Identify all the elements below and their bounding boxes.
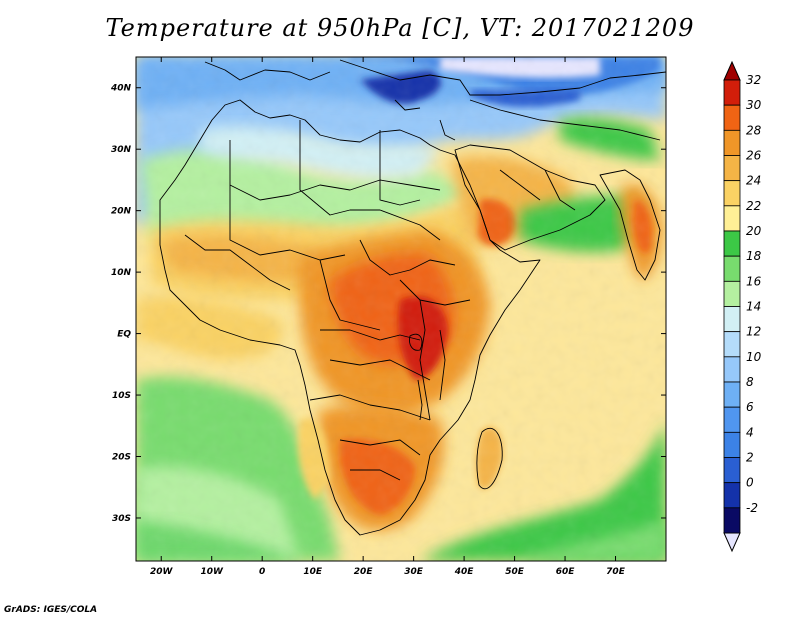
map-frame — [135, 56, 667, 562]
lat-label: 40N — [110, 84, 132, 94]
colorbar-swatch — [723, 431, 741, 458]
colorbar-label: 32 — [746, 73, 761, 87]
colorbar-label: -2 — [746, 501, 758, 515]
lat-label: 30S — [112, 514, 131, 524]
lon-label: 70E — [606, 567, 626, 577]
lon-label: 10E — [303, 567, 323, 577]
colorbar-label: 6 — [746, 400, 754, 414]
lon-label: 10W — [200, 567, 224, 577]
colorbar-swatch — [723, 381, 741, 408]
colorbar-swatch — [723, 306, 741, 333]
colorbar-swatch — [723, 255, 741, 282]
colorbar-label: 4 — [746, 425, 754, 439]
temperature-field — [136, 57, 666, 561]
colorbar-swatch — [723, 356, 741, 383]
colorbar-label: 14 — [746, 300, 761, 314]
colorbar-label: 20 — [746, 224, 762, 238]
coastline-borders — [159, 59, 666, 536]
colorbar-swatch — [723, 280, 741, 307]
lon-label: 20W — [150, 567, 174, 577]
colorbar-label: 26 — [746, 149, 762, 163]
colorbar-label: 24 — [746, 174, 761, 188]
lon-label: 50E — [505, 567, 525, 577]
colorbar-swatch — [723, 129, 741, 156]
colorbar-swatch — [723, 180, 741, 207]
grads-credit: GrADS: IGES/COLA — [4, 605, 98, 615]
colorbar-swatch — [723, 79, 741, 106]
lat-label: EQ — [117, 330, 131, 340]
colorbar-label: 12 — [746, 325, 761, 339]
colorbar-swatch — [723, 406, 741, 433]
lat-label: 10N — [111, 268, 132, 278]
colorbar-label: 16 — [746, 274, 762, 288]
colorbar-label: 2 — [746, 451, 754, 465]
lat-label: 20N — [111, 207, 132, 217]
lon-label: 60E — [556, 567, 576, 577]
colorbar-label: 28 — [746, 123, 762, 137]
map-title: Temperature at 950hPa [C], VT: 201702120… — [105, 14, 695, 42]
colorbar-label: 10 — [746, 350, 762, 364]
colorbar-label: 0 — [746, 476, 754, 490]
colorbar-swatch — [723, 155, 741, 182]
colorbar-under-triangle — [723, 532, 741, 553]
colorbar-label: 22 — [746, 199, 761, 213]
colorbar-label: 8 — [746, 375, 754, 389]
colorbar-swatch — [723, 507, 741, 534]
colorbar-over-triangle — [723, 60, 741, 81]
colorbar-label: 30 — [746, 98, 762, 112]
colorbar-swatch — [723, 104, 741, 131]
colorbar-swatch — [723, 230, 741, 257]
lon-label: 20E — [354, 567, 374, 577]
colorbar-swatch — [723, 205, 741, 232]
colorbar-label: 18 — [746, 249, 762, 263]
colorbar-swatch — [723, 482, 741, 509]
lon-label: 30E — [404, 567, 424, 577]
colorbar-swatch — [723, 457, 741, 484]
lat-label: 30N — [111, 145, 132, 155]
lon-label: 0 — [259, 567, 265, 577]
lat-label: 20S — [112, 453, 131, 463]
lon-label: 40E — [454, 567, 475, 577]
colorbar-swatch — [723, 331, 741, 358]
latitude-labels: 40N 30N 20N 10N EQ 10S 20S 30S — [110, 84, 666, 524]
lat-label: 10S — [112, 391, 131, 401]
longitude-labels: 20W 10W 0 10E 20E 30E 40E 50E 60E 70E — [150, 57, 626, 577]
